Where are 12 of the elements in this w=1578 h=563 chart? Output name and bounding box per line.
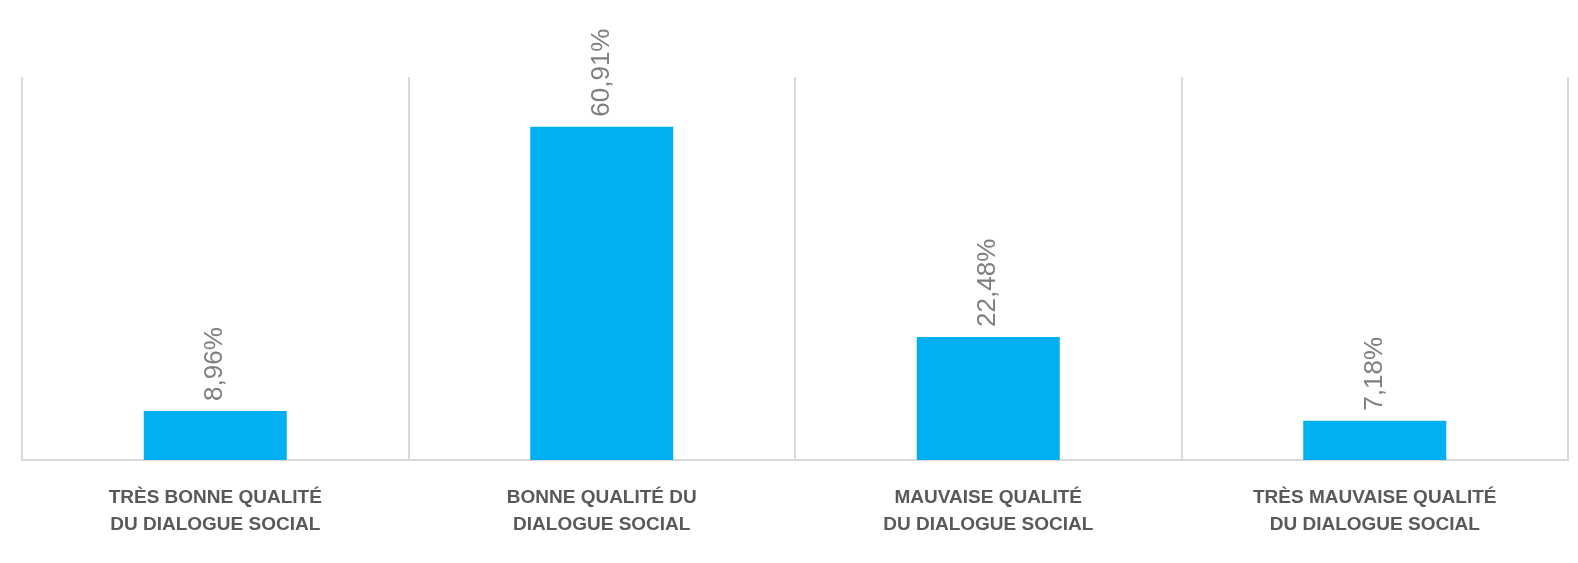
bar [143,410,287,460]
data-label: 60,91% [584,28,615,117]
data-label: 7,18% [1357,336,1388,411]
x-tick-label: MAUVAISE QUALITÉ DU DIALOGUE SOCIAL [883,485,1094,535]
x-tick-label: TRÈS MAUVAISE QUALITÉ DU DIALOGUE SOCIAL [1253,485,1497,535]
bar [530,126,674,460]
data-label: 22,48% [971,238,1002,327]
bar [1303,420,1447,460]
x-tick-label: TRÈS BONNE QUALITÉ DU DIALOGUE SOCIAL [108,485,322,535]
x-tick-label: BONNE QUALITÉ DU DIALOGUE SOCIAL [506,485,697,535]
data-label: 8,96% [198,327,229,401]
bar [916,336,1060,460]
